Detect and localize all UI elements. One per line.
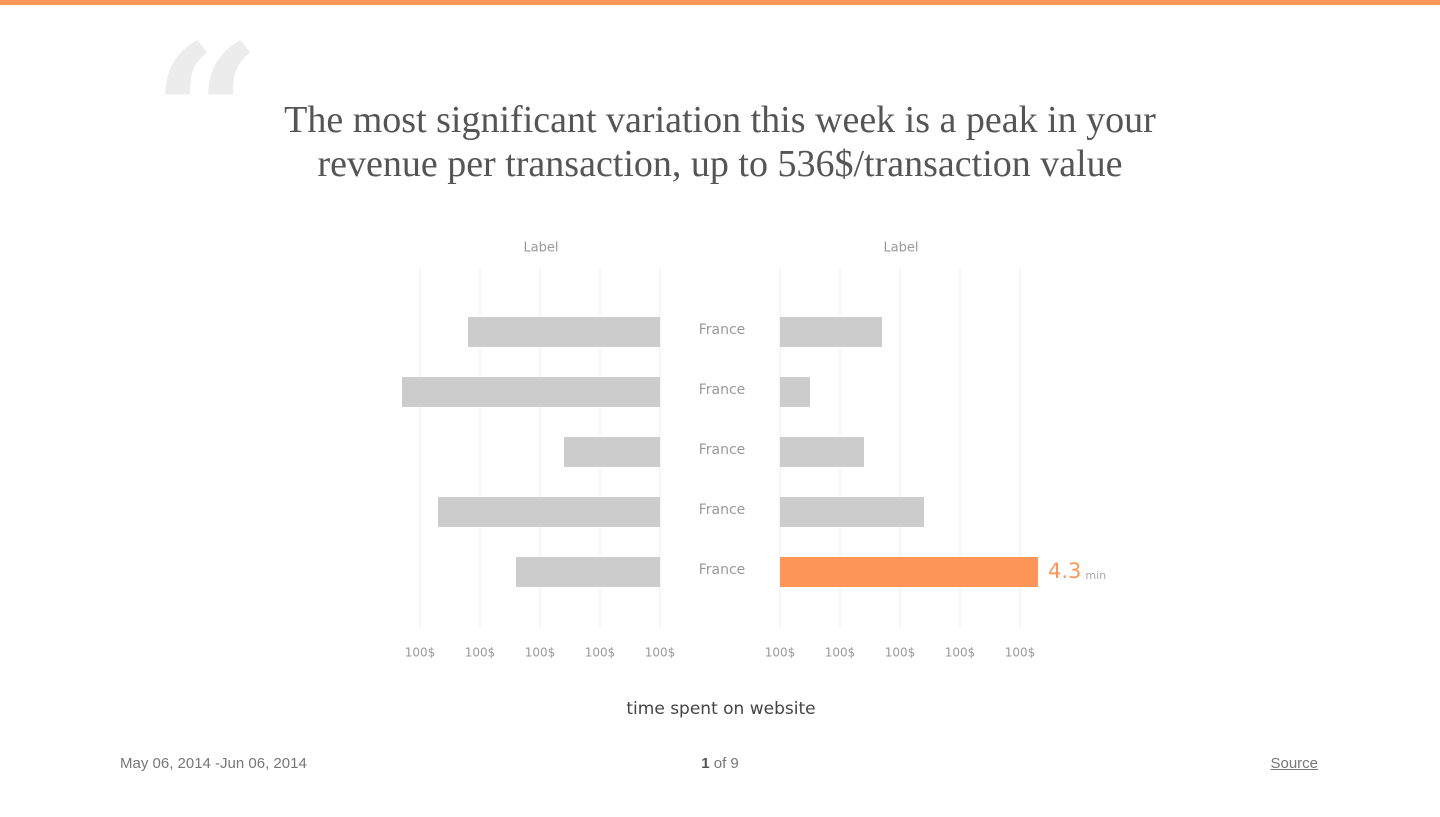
x-tick-label: 100$ xyxy=(645,646,676,660)
bar xyxy=(438,497,660,527)
x-tick-label: 100$ xyxy=(465,646,496,660)
x-tick-label: 100$ xyxy=(885,646,916,660)
category-label: France xyxy=(699,382,746,398)
panel-label: Label xyxy=(883,241,918,256)
x-tick-label: 100$ xyxy=(525,646,556,660)
x-tick-label: 100$ xyxy=(825,646,856,660)
category-label: France xyxy=(699,442,746,458)
pagination: 1 of 9 xyxy=(620,755,820,772)
x-tick-label: 100$ xyxy=(405,646,436,660)
page-number: 1 xyxy=(701,755,710,772)
bar xyxy=(780,317,882,347)
top-bar xyxy=(0,0,1440,5)
bar xyxy=(780,497,924,527)
x-tick-label: 100$ xyxy=(585,646,616,660)
category-label: France xyxy=(699,502,746,518)
bar xyxy=(516,557,660,587)
value-unit: min xyxy=(1085,569,1106,582)
panel-label: Label xyxy=(523,241,558,256)
bar xyxy=(468,317,660,347)
date-range: May 06, 2014 -Jun 06, 2014 xyxy=(120,755,307,772)
category-label: France xyxy=(699,322,746,338)
x-tick-label: 100$ xyxy=(765,646,796,660)
source-link[interactable]: Source xyxy=(1270,755,1318,772)
x-tick-label: 100$ xyxy=(945,646,976,660)
bar xyxy=(780,437,864,467)
value-label: 4.3 xyxy=(1048,559,1081,583)
page-total: of 9 xyxy=(713,755,739,772)
quote-mark: “ xyxy=(152,3,262,226)
bar xyxy=(780,557,1038,587)
x-axis-label: time spent on website xyxy=(626,699,815,719)
bar xyxy=(564,437,660,467)
bar xyxy=(780,377,810,407)
x-tick-label: 100$ xyxy=(1005,646,1036,660)
quote: The most significant variation this week… xyxy=(284,99,1156,185)
bar xyxy=(402,377,660,407)
category-label: France xyxy=(699,562,746,578)
